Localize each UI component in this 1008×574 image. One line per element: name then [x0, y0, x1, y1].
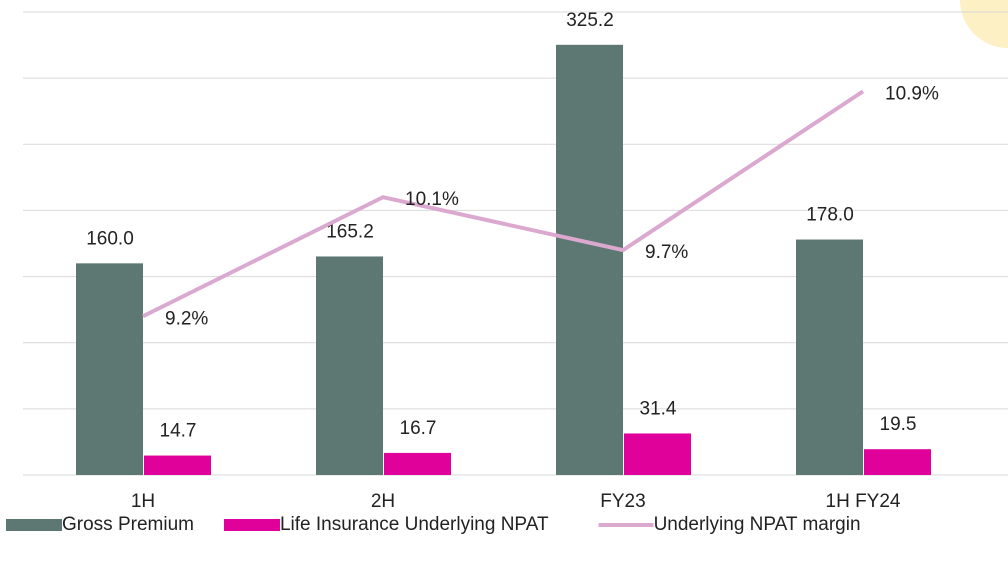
bar [796, 239, 863, 475]
legend-label: Life Insurance Underlying NPAT [280, 514, 549, 535]
x-tick-label: 2H [371, 491, 395, 512]
bar [76, 263, 143, 475]
bar-value-label: 165.2 [326, 221, 374, 242]
legend-label: Underlying NPAT margin [654, 514, 861, 535]
legend-swatch [6, 519, 62, 531]
bar-value-label: 31.4 [640, 398, 677, 419]
corner-decoration [960, 0, 1008, 48]
bar-value-label: 14.7 [160, 421, 197, 442]
bar [624, 433, 691, 475]
x-tick-label: 1H FY24 [826, 491, 901, 512]
bar [384, 452, 451, 475]
bar-value-label: 19.5 [880, 414, 917, 435]
bar [316, 256, 383, 475]
line-value-label: 10.9% [885, 83, 939, 104]
bar [144, 455, 211, 475]
line [142, 89, 865, 319]
line-value-label: 10.1% [405, 189, 459, 210]
bar [556, 44, 623, 476]
bar-value-label: 178.0 [806, 205, 854, 226]
line-value-label: 9.2% [165, 308, 208, 329]
line-value-label: 9.7% [645, 242, 688, 263]
bar-value-label: 325.2 [566, 10, 614, 31]
bar [864, 449, 931, 475]
bar-value-label: 16.7 [400, 418, 437, 439]
x-tick-label: FY23 [600, 491, 645, 512]
bar-value-label: 160.0 [86, 228, 134, 249]
x-tick-label: 1H [131, 491, 155, 512]
legend-label: Gross Premium [62, 514, 194, 535]
legend-swatch [223, 519, 280, 531]
